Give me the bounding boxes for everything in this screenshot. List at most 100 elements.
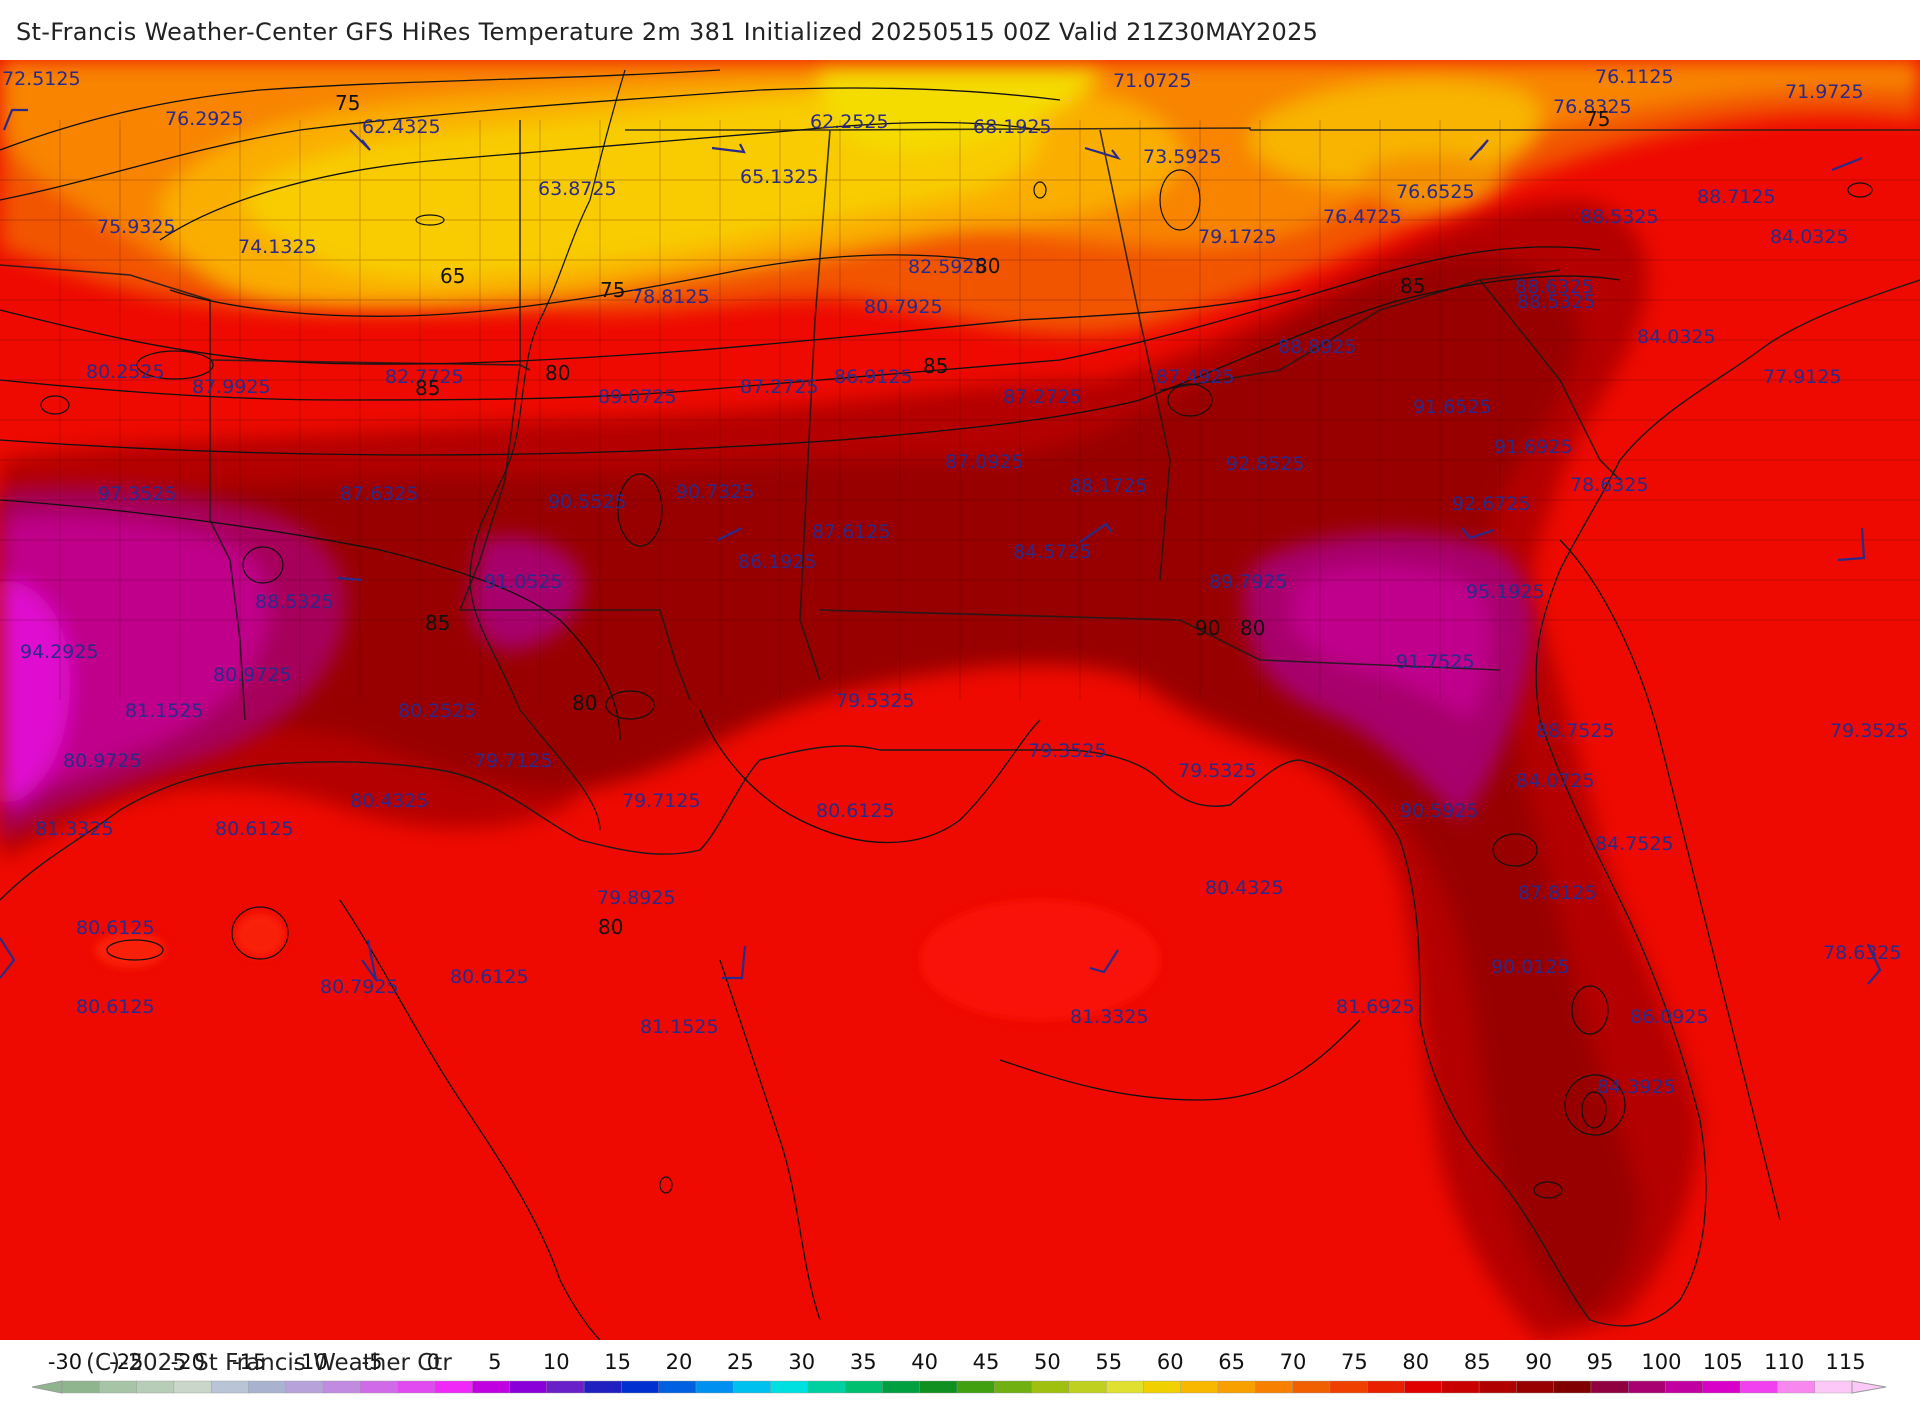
value-label: 76.4725: [1323, 206, 1402, 228]
colorbar-tick: 95: [1587, 1350, 1614, 1374]
value-label: 71.0725: [1113, 70, 1192, 92]
colorbar-right-arrow: [1851, 1380, 1887, 1394]
value-label: 87.0925: [945, 451, 1024, 473]
colorbar-swatch: [1628, 1380, 1667, 1394]
contour-label: 85: [923, 354, 948, 378]
colorbar-swatch: [1441, 1380, 1480, 1394]
colorbar-swatch: [919, 1380, 958, 1394]
colorbar-swatch: [1180, 1380, 1219, 1394]
value-labels: 72.5125 76.2925 62.4325 63.8725 65.1325 62.25…: [2, 66, 1909, 1098]
value-label: 72.5125: [2, 68, 81, 90]
value-label: 88.5325: [1517, 291, 1596, 313]
value-label: 84.7525: [1595, 833, 1674, 855]
value-label: 79.3525: [1028, 740, 1107, 762]
map-title: St-Francis Weather-Center GFS HiRes Temp…: [16, 18, 1319, 46]
colorbar-swatch: [1665, 1380, 1704, 1394]
value-label: 79.8925: [597, 887, 676, 909]
colorbar-swatch: [1143, 1380, 1182, 1394]
colorbar-left-arrow: [31, 1380, 63, 1394]
colorbar-tick: 40: [911, 1350, 938, 1374]
colorbar-swatch: [210, 1380, 250, 1394]
wind-barbs: [0, 108, 1882, 985]
value-label: 80.2525: [86, 361, 165, 383]
value-label: 80.7925: [320, 976, 399, 998]
value-label: 73.5925: [1143, 146, 1222, 168]
contour-label: 80: [975, 254, 1000, 278]
value-label: 87.9925: [192, 376, 271, 398]
value-label: 80.6125: [76, 917, 155, 939]
contour-label: 85: [415, 376, 440, 400]
value-label: 80.6125: [450, 966, 529, 988]
colorbar-tick: 65: [1218, 1350, 1245, 1374]
value-label: 87.6125: [812, 521, 891, 543]
value-label: 86.0925: [1630, 1006, 1709, 1028]
contour-label: 80: [572, 691, 597, 715]
temperature-contours: [0, 69, 1781, 1340]
colorbar-swatch: [285, 1380, 324, 1394]
value-label: 63.8725: [538, 178, 617, 200]
value-label: 65.1325: [740, 166, 819, 188]
copyright-text: (C)-2025 St Francis Weather Ctr: [86, 1350, 452, 1376]
value-label: 74.1325: [238, 236, 317, 258]
value-label: 92.6725: [1452, 493, 1531, 515]
colorbar-swatch: [1478, 1380, 1518, 1394]
colorbar-swatch: [509, 1380, 548, 1394]
temperature-map: 72.5125 76.2925 62.4325 63.8725 65.1325 62.25…: [0, 60, 1920, 1340]
value-label: 88.7525: [1536, 720, 1615, 742]
colorbar-swatch: [1255, 1380, 1294, 1394]
colorbar-tick: -15: [232, 1350, 266, 1374]
value-label: 97.3525: [98, 483, 177, 505]
colorbar-tick: 70: [1280, 1350, 1307, 1374]
value-label: 88.6325: [1515, 276, 1594, 298]
colorbar-tick: 105: [1703, 1350, 1743, 1374]
value-label: 89.0725: [598, 386, 677, 408]
colorbar-swatch: [807, 1380, 846, 1394]
value-label: 76.6525: [1396, 181, 1475, 203]
colorbar-swatch: [61, 1380, 100, 1394]
colorbar-swatch: [1404, 1380, 1443, 1394]
value-label: 80.6125: [816, 800, 895, 822]
colorbar: -30 -25 -20 -15 -10 -5 0 5 10 15 20 25 30 35 40 45 50 55 6…: [0, 1340, 1920, 1400]
value-label: 62.4325: [362, 116, 441, 138]
contour-label: 85: [1400, 274, 1425, 298]
colorbar-swatch: [1814, 1380, 1853, 1394]
value-label: 95.1925: [1466, 581, 1545, 603]
contour-label: 75: [335, 91, 360, 115]
value-label: 94.2925: [20, 641, 99, 663]
value-label: 80.4325: [350, 790, 429, 812]
value-label: 91.6925: [1494, 436, 1573, 458]
colorbar-swatch: [99, 1380, 138, 1394]
value-label: 91.6525: [1413, 396, 1492, 418]
value-label: 80.6125: [76, 996, 155, 1018]
contour-rings: [40, 169, 1873, 1199]
value-label: 81.6925: [1336, 996, 1415, 1018]
value-label: 79.1725: [1198, 226, 1277, 248]
colorbar-tick: 20: [666, 1350, 693, 1374]
value-label: 76.1125: [1595, 66, 1674, 88]
colorbar-swatch: [844, 1380, 884, 1394]
colorbar-tick: 80: [1402, 1350, 1429, 1374]
colorbar-swatch: [1105, 1380, 1145, 1394]
value-label: 91.7525: [1396, 651, 1475, 673]
colorbar-tick: -20: [171, 1350, 205, 1374]
value-label: 81.3325: [1070, 1006, 1149, 1028]
colorbar-tick: -25: [109, 1350, 143, 1374]
value-label: 90.7325: [676, 481, 755, 503]
cool-north-region: [0, 60, 1920, 335]
colorbar-tick: 60: [1157, 1350, 1184, 1374]
value-label: 81.3325: [35, 818, 114, 840]
value-label: 88.7125: [1697, 186, 1776, 208]
value-label: 78.6325: [1570, 474, 1649, 496]
colorbar-tick: 50: [1034, 1350, 1061, 1374]
value-label: 87.2725: [740, 376, 819, 398]
colorbar-tick: 15: [604, 1350, 631, 1374]
contour-label: 75: [600, 278, 625, 302]
value-label: 81.1525: [125, 700, 204, 722]
value-label: 84.0325: [1637, 326, 1716, 348]
value-label: 84.5725: [1013, 541, 1092, 563]
colorbar-tick: 110: [1764, 1350, 1804, 1374]
value-label: 90.5925: [1400, 800, 1479, 822]
value-label: 76.2925: [165, 108, 244, 130]
value-label: 79.5325: [1178, 760, 1257, 782]
state-borders: [0, 120, 1920, 721]
